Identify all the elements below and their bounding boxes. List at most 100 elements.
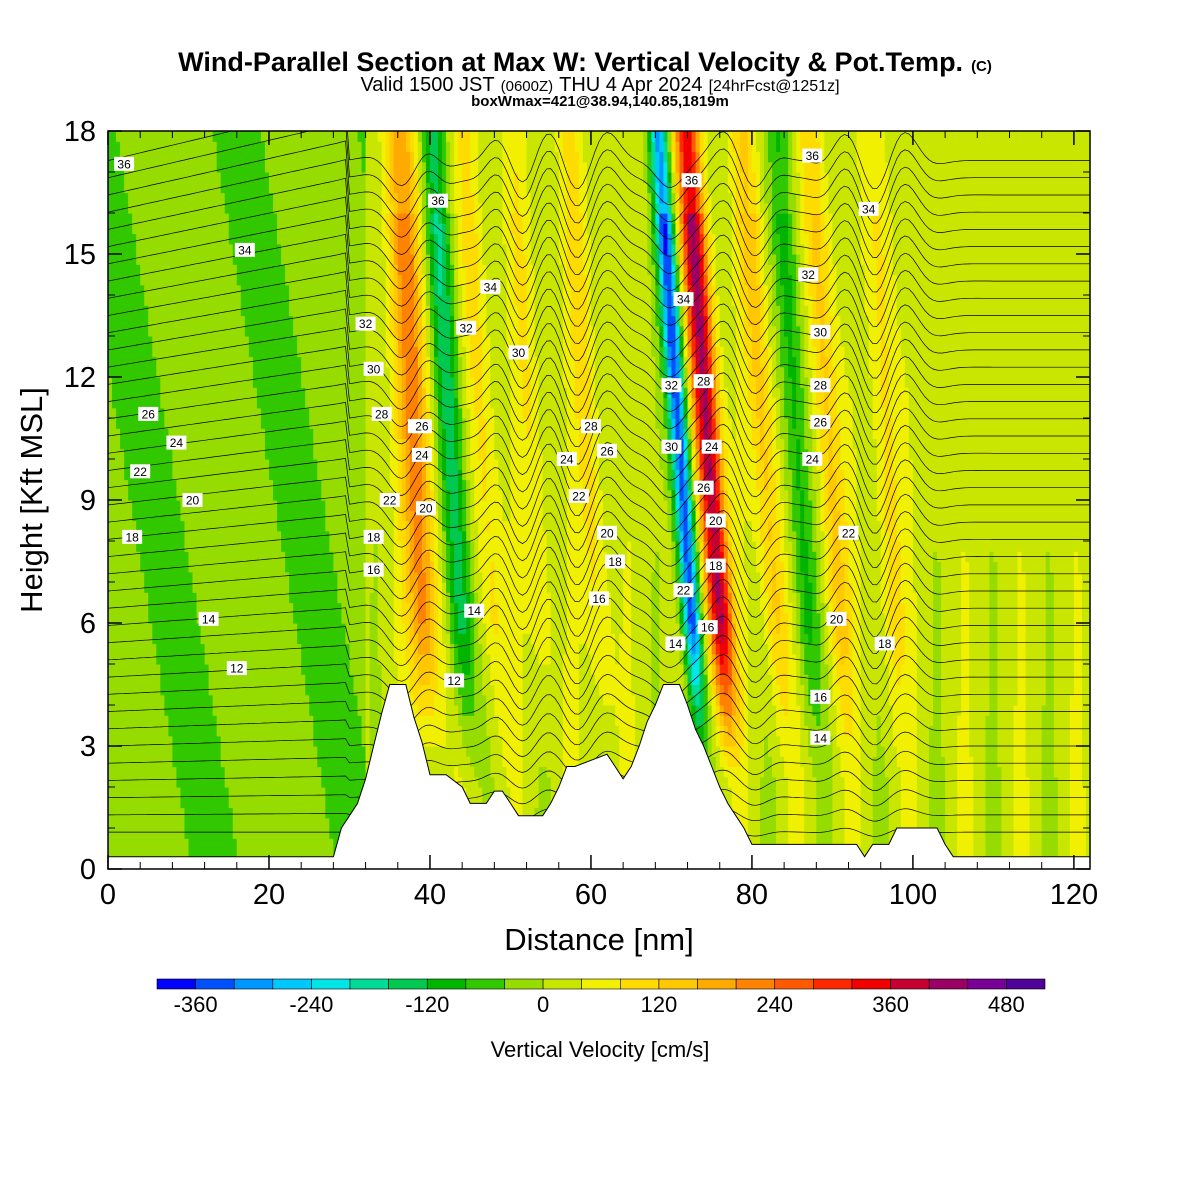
heatmap-cell: [196, 530, 202, 542]
heatmap-cell: [200, 356, 206, 368]
heatmap-cell: [289, 510, 294, 522]
heatmap-cell: [160, 407, 165, 419]
heatmap-cell: [168, 325, 173, 337]
heatmap-cell: [184, 397, 190, 409]
heatmap-cell: [176, 633, 182, 645]
heatmap-cell: [297, 325, 302, 337]
heatmap-cell: [264, 274, 270, 286]
heatmap-cell: [216, 520, 222, 532]
heatmap-cell: [184, 459, 190, 470]
heatmap-cell: [264, 284, 270, 296]
heatmap-cell: [321, 489, 326, 501]
heatmap-cell: [200, 387, 206, 399]
heatmap-cell: [172, 766, 178, 778]
heatmap-cell: [168, 766, 173, 778]
heatmap-cell: [341, 264, 347, 276]
heatmap-cell: [313, 428, 318, 440]
heatmap-cell: [184, 551, 190, 563]
heatmap-cell: [132, 356, 137, 368]
heatmap-cell: [172, 674, 178, 686]
heatmap-cell: [204, 735, 210, 747]
heatmap-cell: [264, 397, 270, 409]
heatmap-cell: [132, 725, 137, 737]
heatmap-cell: [297, 756, 302, 768]
heatmap-cell: [240, 315, 246, 327]
heatmap-cell: [120, 243, 125, 255]
heatmap-cell: [140, 264, 145, 276]
heatmap-cell: [132, 653, 137, 665]
heatmap-cell: [289, 336, 294, 347]
heatmap-cell: [172, 233, 178, 245]
heatmap-cell: [313, 828, 318, 839]
heatmap-cell: [305, 561, 310, 573]
heatmap-cell: [365, 254, 371, 265]
heatmap-cell: [120, 500, 125, 511]
heatmap-cell: [124, 459, 129, 470]
heatmap-cell: [317, 387, 322, 399]
heatmap-cell: [236, 336, 242, 347]
heatmap-cell: [281, 336, 286, 347]
heatmap-cell: [224, 479, 230, 491]
heatmap-cell: [256, 828, 262, 839]
heatmap-cell: [248, 223, 254, 235]
heatmap-cell: [120, 489, 125, 501]
heatmap-cell: [357, 387, 363, 399]
heatmap-cell: [112, 735, 117, 747]
heatmap-cell: [349, 336, 355, 347]
heatmap-cell: [256, 489, 262, 501]
heatmap-cell: [345, 705, 351, 716]
heatmap-cell: [256, 623, 262, 634]
heatmap-cell: [112, 213, 117, 224]
heatmap-cell: [277, 172, 282, 183]
heatmap-cell: [112, 612, 117, 624]
heatmap-cell: [385, 602, 391, 614]
heatmap-cell: [256, 428, 262, 440]
heatmap-cell: [108, 776, 113, 788]
heatmap-cell: [176, 807, 182, 819]
heatmap-cell: [148, 510, 153, 522]
heatmap-cell: [152, 551, 157, 563]
heatmap-cell: [164, 776, 169, 788]
heatmap-cell: [345, 264, 351, 276]
heatmap-cell: [208, 694, 214, 706]
heatmap-cell: [373, 315, 379, 327]
heatmap-cell: [208, 233, 214, 245]
heatmap-cell: [140, 551, 145, 563]
heatmap-cell: [289, 377, 294, 388]
heatmap-cell: [244, 735, 250, 747]
heatmap-cell: [293, 530, 298, 542]
heatmap-cell: [381, 623, 387, 634]
heatmap-cell: [220, 848, 226, 860]
heatmap-cell: [192, 776, 198, 788]
heatmap-cell: [232, 438, 238, 450]
heatmap-cell: [164, 500, 169, 511]
heatmap-cell: [345, 172, 351, 183]
heatmap-cell: [148, 807, 153, 819]
heatmap-cell: [252, 161, 258, 173]
heatmap-cell: [136, 756, 141, 768]
heatmap-cell: [232, 612, 238, 624]
heatmap-cell: [329, 602, 334, 614]
heatmap-cell: [116, 623, 121, 634]
heatmap-cell: [248, 274, 254, 286]
heatmap-cell: [176, 787, 182, 798]
heatmap-cell: [305, 161, 310, 173]
heatmap-cell: [321, 315, 326, 327]
heatmap-cell: [232, 705, 238, 716]
heatmap-cell: [260, 653, 266, 665]
heatmap-cell: [349, 397, 355, 409]
heatmap-cell: [361, 387, 367, 399]
heatmap-cell: [140, 428, 145, 440]
heatmap-cell: [301, 387, 306, 399]
heatmap-cell: [192, 284, 198, 296]
heatmap-cell: [176, 500, 182, 511]
heatmap-cell: [297, 284, 302, 296]
heatmap-cell: [337, 172, 343, 183]
heatmap-cell: [208, 141, 214, 153]
heatmap-cell: [353, 161, 359, 173]
heatmap-cell: [200, 254, 206, 265]
heatmap-cell: [268, 213, 274, 224]
heatmap-cell: [256, 438, 262, 450]
heatmap-cell: [285, 828, 290, 839]
heatmap-cell: [248, 213, 254, 224]
